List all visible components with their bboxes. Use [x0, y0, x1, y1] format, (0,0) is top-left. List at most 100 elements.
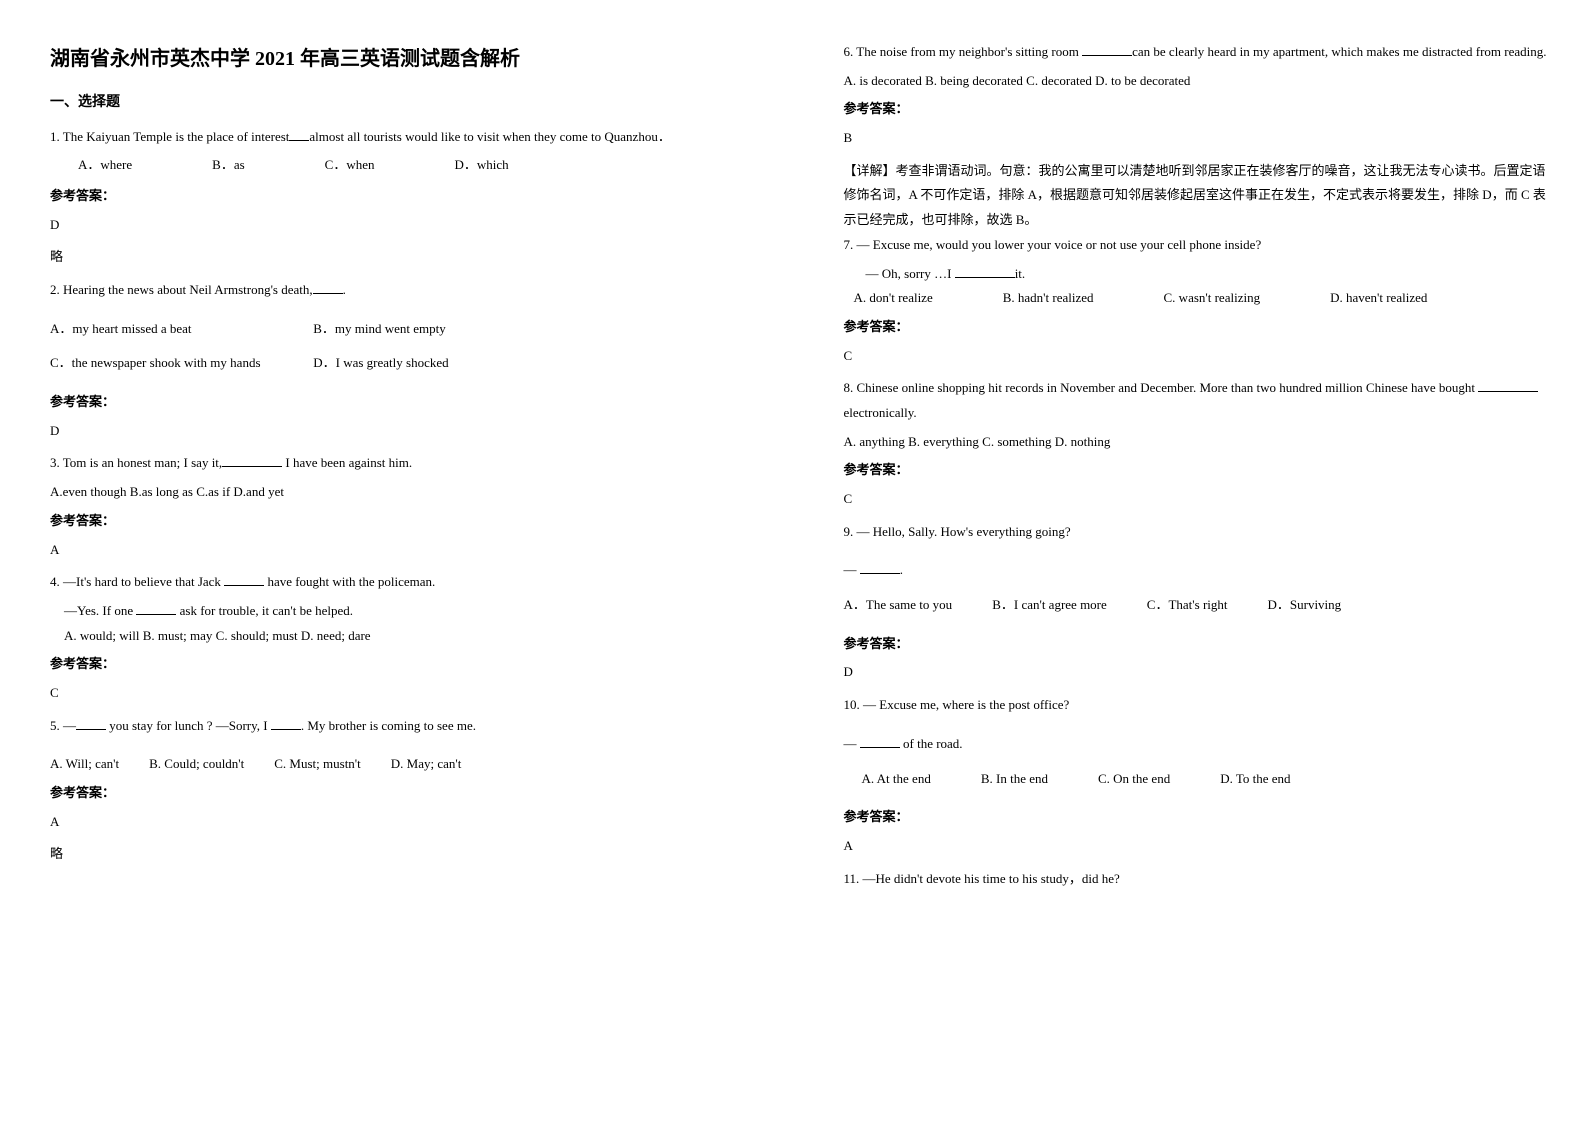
q5-opt-b: B. Could; couldn't — [149, 752, 244, 777]
blank — [313, 293, 343, 294]
q9-options: A．The same to you B．I can't agree more C… — [844, 593, 1548, 618]
q8-text: 8. Chinese online shopping hit records i… — [844, 376, 1548, 425]
q10-line1: 10. — Excuse me, where is the post offic… — [844, 693, 1548, 718]
q2-opt-c: C．the newspaper shook with my hands — [50, 351, 310, 376]
blank — [136, 614, 176, 615]
q10-answer-label: 参考答案： — [844, 805, 1548, 830]
q2-answer: D — [50, 419, 754, 444]
q2-dot: . — [343, 282, 346, 297]
q4-line1: 4. —It's hard to believe that Jack have … — [50, 570, 754, 595]
q10-opt-b: B. In the end — [981, 767, 1048, 792]
left-column: 湖南省永州市英杰中学 2021 年高三英语测试题含解析 一、选择题 1. The… — [0, 0, 794, 1122]
q7-line2b: it. — [1015, 266, 1025, 281]
q6-text-a: 6. The noise from my neighbor's sitting … — [844, 44, 1083, 59]
q1-opt-b: B．as — [212, 153, 245, 178]
q2-opt-b: B．my mind went empty — [313, 321, 446, 336]
section-heading: 一、选择题 — [50, 90, 754, 117]
q7-line2: — Oh, sorry …I it. — [844, 262, 1548, 287]
q5-text-b: you stay for lunch ? —Sorry, I — [106, 718, 271, 733]
q2-opt-row1: A．my heart missed a beat B．my mind went … — [50, 317, 754, 342]
blank — [271, 729, 301, 730]
q9-dot: . — [900, 562, 903, 577]
q6-text: 6. The noise from my neighbor's sitting … — [844, 40, 1548, 65]
q9-opt-b: B．I can't agree more — [992, 593, 1107, 618]
q2-opt-a: A．my heart missed a beat — [50, 317, 310, 342]
q5-answer: A — [50, 810, 754, 835]
q3-answer: A — [50, 538, 754, 563]
q1-options: A．where B．as C．when D．which — [50, 153, 754, 178]
q7-line1: 7. — Excuse me, would you lower your voi… — [844, 233, 1548, 258]
blank — [860, 747, 900, 748]
q7-opt-b: B. hadn't realized — [1003, 286, 1094, 311]
q4-line1a: 4. —It's hard to believe that Jack — [50, 574, 224, 589]
q8-options: A. anything B. everything C. something D… — [844, 430, 1548, 455]
q10-line2: — of the road. — [844, 732, 1548, 757]
q9-opt-a: A．The same to you — [844, 593, 953, 618]
blank — [1478, 391, 1538, 392]
page-title: 湖南省永州市英杰中学 2021 年高三英语测试题含解析 — [50, 40, 754, 78]
blank — [76, 729, 106, 730]
q10-options: A. At the end B. In the end C. On the en… — [844, 767, 1548, 792]
q4-line2b: ask for trouble, it can't be helped. — [176, 603, 353, 618]
q1-opt-d: D．which — [455, 153, 509, 178]
q10-opt-a: A. At the end — [862, 767, 931, 792]
q2-opt-d: D．I was greatly shocked — [313, 355, 448, 370]
q8-answer-label: 参考答案： — [844, 458, 1548, 483]
q7-opt-d: D. haven't realized — [1330, 286, 1427, 311]
q3-answer-label: 参考答案： — [50, 509, 754, 534]
q10-line2b: of the road. — [900, 736, 963, 751]
q5-lue: 略 — [50, 842, 754, 867]
q4-line2: —Yes. If one ask for trouble, it can't b… — [50, 599, 754, 624]
blank — [955, 277, 1015, 278]
q6-explanation: 【详解】考查非谓语动词。句意：我的公寓里可以清楚地听到邻居家正在装修客厅的噪音，… — [844, 159, 1548, 233]
q4-line2a: —Yes. If one — [64, 603, 136, 618]
q6-answer-label: 参考答案： — [844, 97, 1548, 122]
q6-answer: B — [844, 126, 1548, 151]
q9-line2a: — — [844, 562, 860, 577]
q3-text-a: 3. Tom is an honest man; I say it, — [50, 455, 222, 470]
right-column: 6. The noise from my neighbor's sitting … — [794, 0, 1587, 1122]
q5-opt-a: A. Will; can't — [50, 752, 119, 777]
q8-answer: C — [844, 487, 1548, 512]
q1-answer-label: 参考答案： — [50, 184, 754, 209]
q10-answer: A — [844, 834, 1548, 859]
q1-answer: D — [50, 213, 754, 238]
q5-opt-c: C. Must; mustn't — [274, 752, 361, 777]
q1-text-a: 1. The Kaiyuan Temple is the place of in… — [50, 129, 289, 144]
q2-opt-row2: C．the newspaper shook with my hands D．I … — [50, 351, 754, 376]
q7-opt-c: C. wasn't realizing — [1164, 286, 1261, 311]
q9-answer: D — [844, 660, 1548, 685]
q8-line1: 8. Chinese online shopping hit records i… — [844, 380, 1479, 395]
blank — [860, 573, 900, 574]
q4-answer-label: 参考答案： — [50, 652, 754, 677]
q2-text: 2. Hearing the news about Neil Armstrong… — [50, 278, 754, 303]
q4-options: A. would; will B. must; may C. should; m… — [50, 624, 754, 649]
q1-lue: 略 — [50, 245, 754, 270]
q7-answer-label: 参考答案： — [844, 315, 1548, 340]
q1-text-b: almost all tourists would like to visit … — [309, 129, 670, 144]
blank — [222, 466, 282, 467]
q5-answer-label: 参考答案： — [50, 781, 754, 806]
q9-line2: — . — [844, 558, 1548, 583]
q8-line1b: electronically. — [844, 405, 917, 420]
q7-opt-a: A. don't realize — [854, 286, 933, 311]
q1-opt-c: C．when — [325, 153, 375, 178]
q5-text: 5. — you stay for lunch ? —Sorry, I . My… — [50, 714, 754, 739]
q6-text-b: can be clearly heard in my apartment, wh… — [1132, 44, 1546, 59]
q2-answer-label: 参考答案： — [50, 390, 754, 415]
q10-opt-d: D. To the end — [1220, 767, 1290, 792]
q3-text-b: I have been against him. — [282, 455, 412, 470]
q3-text: 3. Tom is an honest man; I say it, I hav… — [50, 451, 754, 476]
q10-line2a: — — [844, 736, 860, 751]
q7-options: A. don't realize B. hadn't realized C. w… — [844, 286, 1548, 311]
q2-text-a: 2. Hearing the news about Neil Armstrong… — [50, 282, 313, 297]
q6-options: A. is decorated B. being decorated C. de… — [844, 69, 1548, 94]
q3-options: A.even though B.as long as C.as if D.and… — [50, 480, 754, 505]
q5-text-c: . My brother is coming to see me. — [301, 718, 476, 733]
blank — [224, 585, 264, 586]
q5-options: A. Will; can't B. Could; couldn't C. Mus… — [50, 752, 754, 777]
q1-text: 1. The Kaiyuan Temple is the place of in… — [50, 125, 754, 150]
q5-text-a: 5. — — [50, 718, 76, 733]
q9-opt-d: D．Surviving — [1268, 593, 1342, 618]
q4-answer: C — [50, 681, 754, 706]
